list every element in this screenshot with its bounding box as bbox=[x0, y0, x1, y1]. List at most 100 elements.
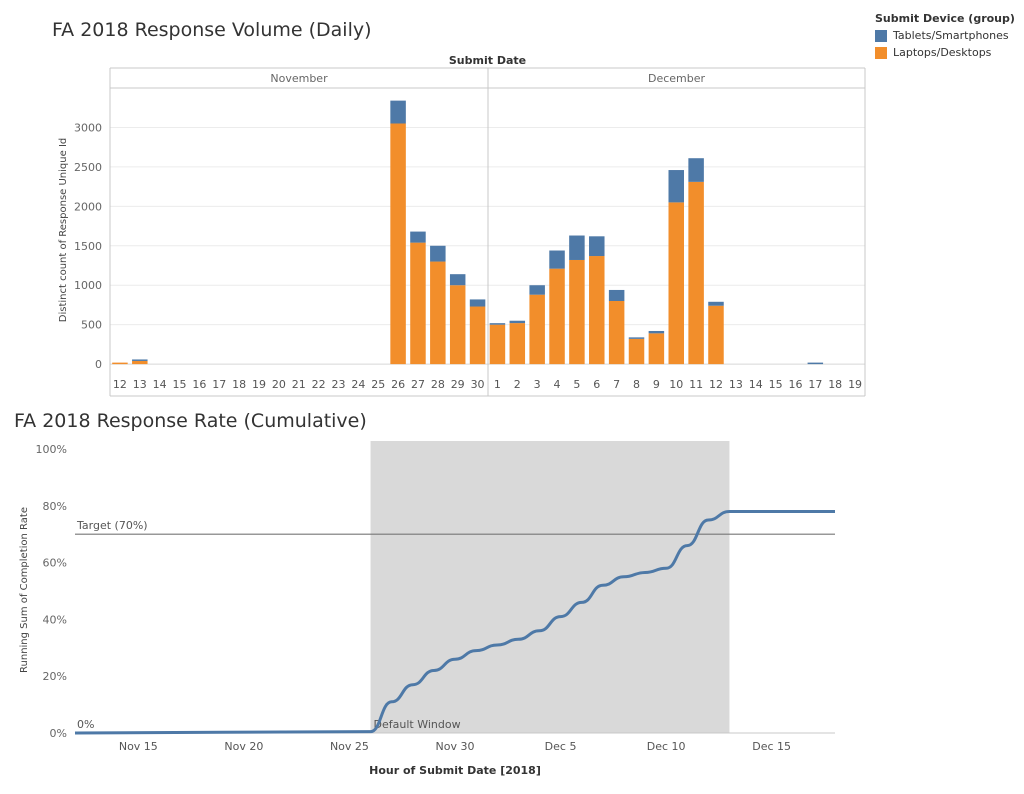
legend-label-tablets: Tablets/Smartphones bbox=[893, 29, 1009, 42]
bar-tablets bbox=[708, 301, 724, 306]
bar-laptops bbox=[648, 333, 665, 365]
bar-laptops bbox=[469, 306, 486, 365]
legend-swatch-laptops bbox=[875, 46, 887, 59]
x-tick-label: 5 bbox=[573, 378, 580, 391]
x-tick-label: 25 bbox=[371, 378, 385, 391]
bar-tablets bbox=[668, 170, 684, 203]
group-label-november: November bbox=[270, 72, 328, 85]
bar-laptops bbox=[688, 181, 704, 365]
legend-title[interactable]: Submit Device (group) bbox=[875, 12, 1015, 25]
x-tick-label: 15 bbox=[173, 378, 187, 391]
bar-laptops bbox=[390, 123, 406, 365]
x-tick-label: 17 bbox=[212, 378, 226, 391]
x-tick-label: Dec 15 bbox=[752, 740, 791, 753]
bar-laptops bbox=[549, 268, 565, 365]
bar-tablets bbox=[807, 362, 824, 365]
volume-chart-title: FA 2018 Response Volume (Daily) bbox=[52, 19, 372, 41]
x-tick-label: 14 bbox=[749, 378, 763, 391]
x-tick-label: 20 bbox=[272, 378, 286, 391]
legend-swatch-tablets bbox=[875, 29, 887, 42]
default-window-label: Default Window bbox=[374, 718, 461, 731]
y-tick-label: 2000 bbox=[74, 200, 102, 213]
x-tick-label: 19 bbox=[848, 378, 862, 391]
bar-laptops bbox=[132, 360, 148, 365]
x-tick-label: Nov 15 bbox=[119, 740, 158, 753]
bar-tablets bbox=[430, 245, 446, 262]
x-tick-label: 4 bbox=[554, 378, 561, 391]
bar-tablets bbox=[410, 231, 426, 243]
x-tick-label: 29 bbox=[451, 378, 465, 391]
x-tick-label: 24 bbox=[351, 378, 365, 391]
bar-tablets bbox=[688, 158, 704, 182]
x-tick-label: 18 bbox=[232, 378, 246, 391]
x-tick-label: 11 bbox=[689, 378, 703, 391]
bar-tablets bbox=[390, 100, 406, 124]
group-label-december: December bbox=[648, 72, 706, 85]
bar-laptops bbox=[569, 259, 585, 365]
x-tick-label: Nov 25 bbox=[330, 740, 369, 753]
y-tick-label: 40% bbox=[43, 613, 67, 626]
bar-laptops bbox=[509, 323, 526, 365]
y-axis-title: Running Sum of Completion Rate bbox=[19, 507, 30, 673]
y-tick-label: 60% bbox=[43, 557, 67, 570]
bar-laptops bbox=[112, 362, 128, 365]
bar-laptops bbox=[489, 324, 506, 365]
x-tick-label: 9 bbox=[653, 378, 660, 391]
y-tick-label: 80% bbox=[43, 500, 67, 513]
bar-laptops bbox=[608, 301, 625, 365]
y-axis-title: Distinct count of Response Unique Id bbox=[58, 138, 69, 323]
x-tick-label: 16 bbox=[788, 378, 802, 391]
x-tick-label: 21 bbox=[292, 378, 306, 391]
x-tick-label: 12 bbox=[113, 378, 127, 391]
rate-chart-title: FA 2018 Response Rate (Cumulative) bbox=[14, 410, 367, 432]
x-tick-label: 14 bbox=[153, 378, 167, 391]
target-label: Target (70%) bbox=[76, 519, 148, 532]
bar-tablets bbox=[529, 285, 545, 295]
legend-item-tablets[interactable]: Tablets/Smartphones bbox=[875, 29, 1015, 42]
x-tick-label: 10 bbox=[669, 378, 683, 391]
x-tick-label: Dec 10 bbox=[647, 740, 686, 753]
y-tick-label: 20% bbox=[43, 670, 67, 683]
bar-laptops bbox=[628, 338, 645, 365]
bar-tablets bbox=[608, 289, 625, 301]
x-tick-label: 15 bbox=[769, 378, 783, 391]
x-tick-label: 7 bbox=[613, 378, 620, 391]
bar-laptops bbox=[529, 294, 545, 365]
x-tick-label: Nov 30 bbox=[436, 740, 475, 753]
y-tick-label: 2500 bbox=[74, 161, 102, 174]
legend-item-laptops[interactable]: Laptops/Desktops bbox=[875, 46, 1015, 59]
default-window-band bbox=[370, 441, 730, 733]
x-tick-label: 8 bbox=[633, 378, 640, 391]
bar-tablets bbox=[489, 323, 506, 325]
x-tick-label: 17 bbox=[808, 378, 822, 391]
x-axis-title: Submit Date bbox=[449, 54, 526, 67]
x-tick-label: Dec 5 bbox=[545, 740, 577, 753]
bar-tablets bbox=[449, 274, 466, 286]
zero-label: 0% bbox=[77, 718, 94, 731]
x-tick-label: 13 bbox=[729, 378, 743, 391]
bar-tablets bbox=[469, 299, 486, 307]
x-tick-label: 22 bbox=[312, 378, 326, 391]
x-tick-label: 2 bbox=[514, 378, 521, 391]
x-tick-label: 3 bbox=[534, 378, 541, 391]
y-tick-label: 1500 bbox=[74, 240, 102, 253]
bar-tablets bbox=[132, 359, 148, 361]
x-tick-label: 19 bbox=[252, 378, 266, 391]
x-tick-label: 28 bbox=[431, 378, 445, 391]
y-tick-label: 0% bbox=[50, 727, 67, 740]
bar-laptops bbox=[668, 202, 684, 365]
x-tick-label: 23 bbox=[331, 378, 345, 391]
y-tick-label: 3000 bbox=[74, 121, 102, 134]
bar-tablets bbox=[648, 330, 665, 334]
bar-laptops bbox=[589, 256, 605, 365]
y-tick-label: 0 bbox=[95, 358, 102, 371]
bar-tablets bbox=[628, 337, 645, 339]
completion-rate-line bbox=[74, 509, 835, 735]
x-tick-label: 26 bbox=[391, 378, 405, 391]
bar-laptops bbox=[410, 242, 426, 365]
x-tick-label: 12 bbox=[709, 378, 723, 391]
bar-laptops bbox=[708, 305, 724, 365]
x-axis-title: Hour of Submit Date [2018] bbox=[369, 764, 541, 777]
bar-tablets bbox=[569, 235, 585, 260]
bar-laptops bbox=[449, 285, 466, 365]
